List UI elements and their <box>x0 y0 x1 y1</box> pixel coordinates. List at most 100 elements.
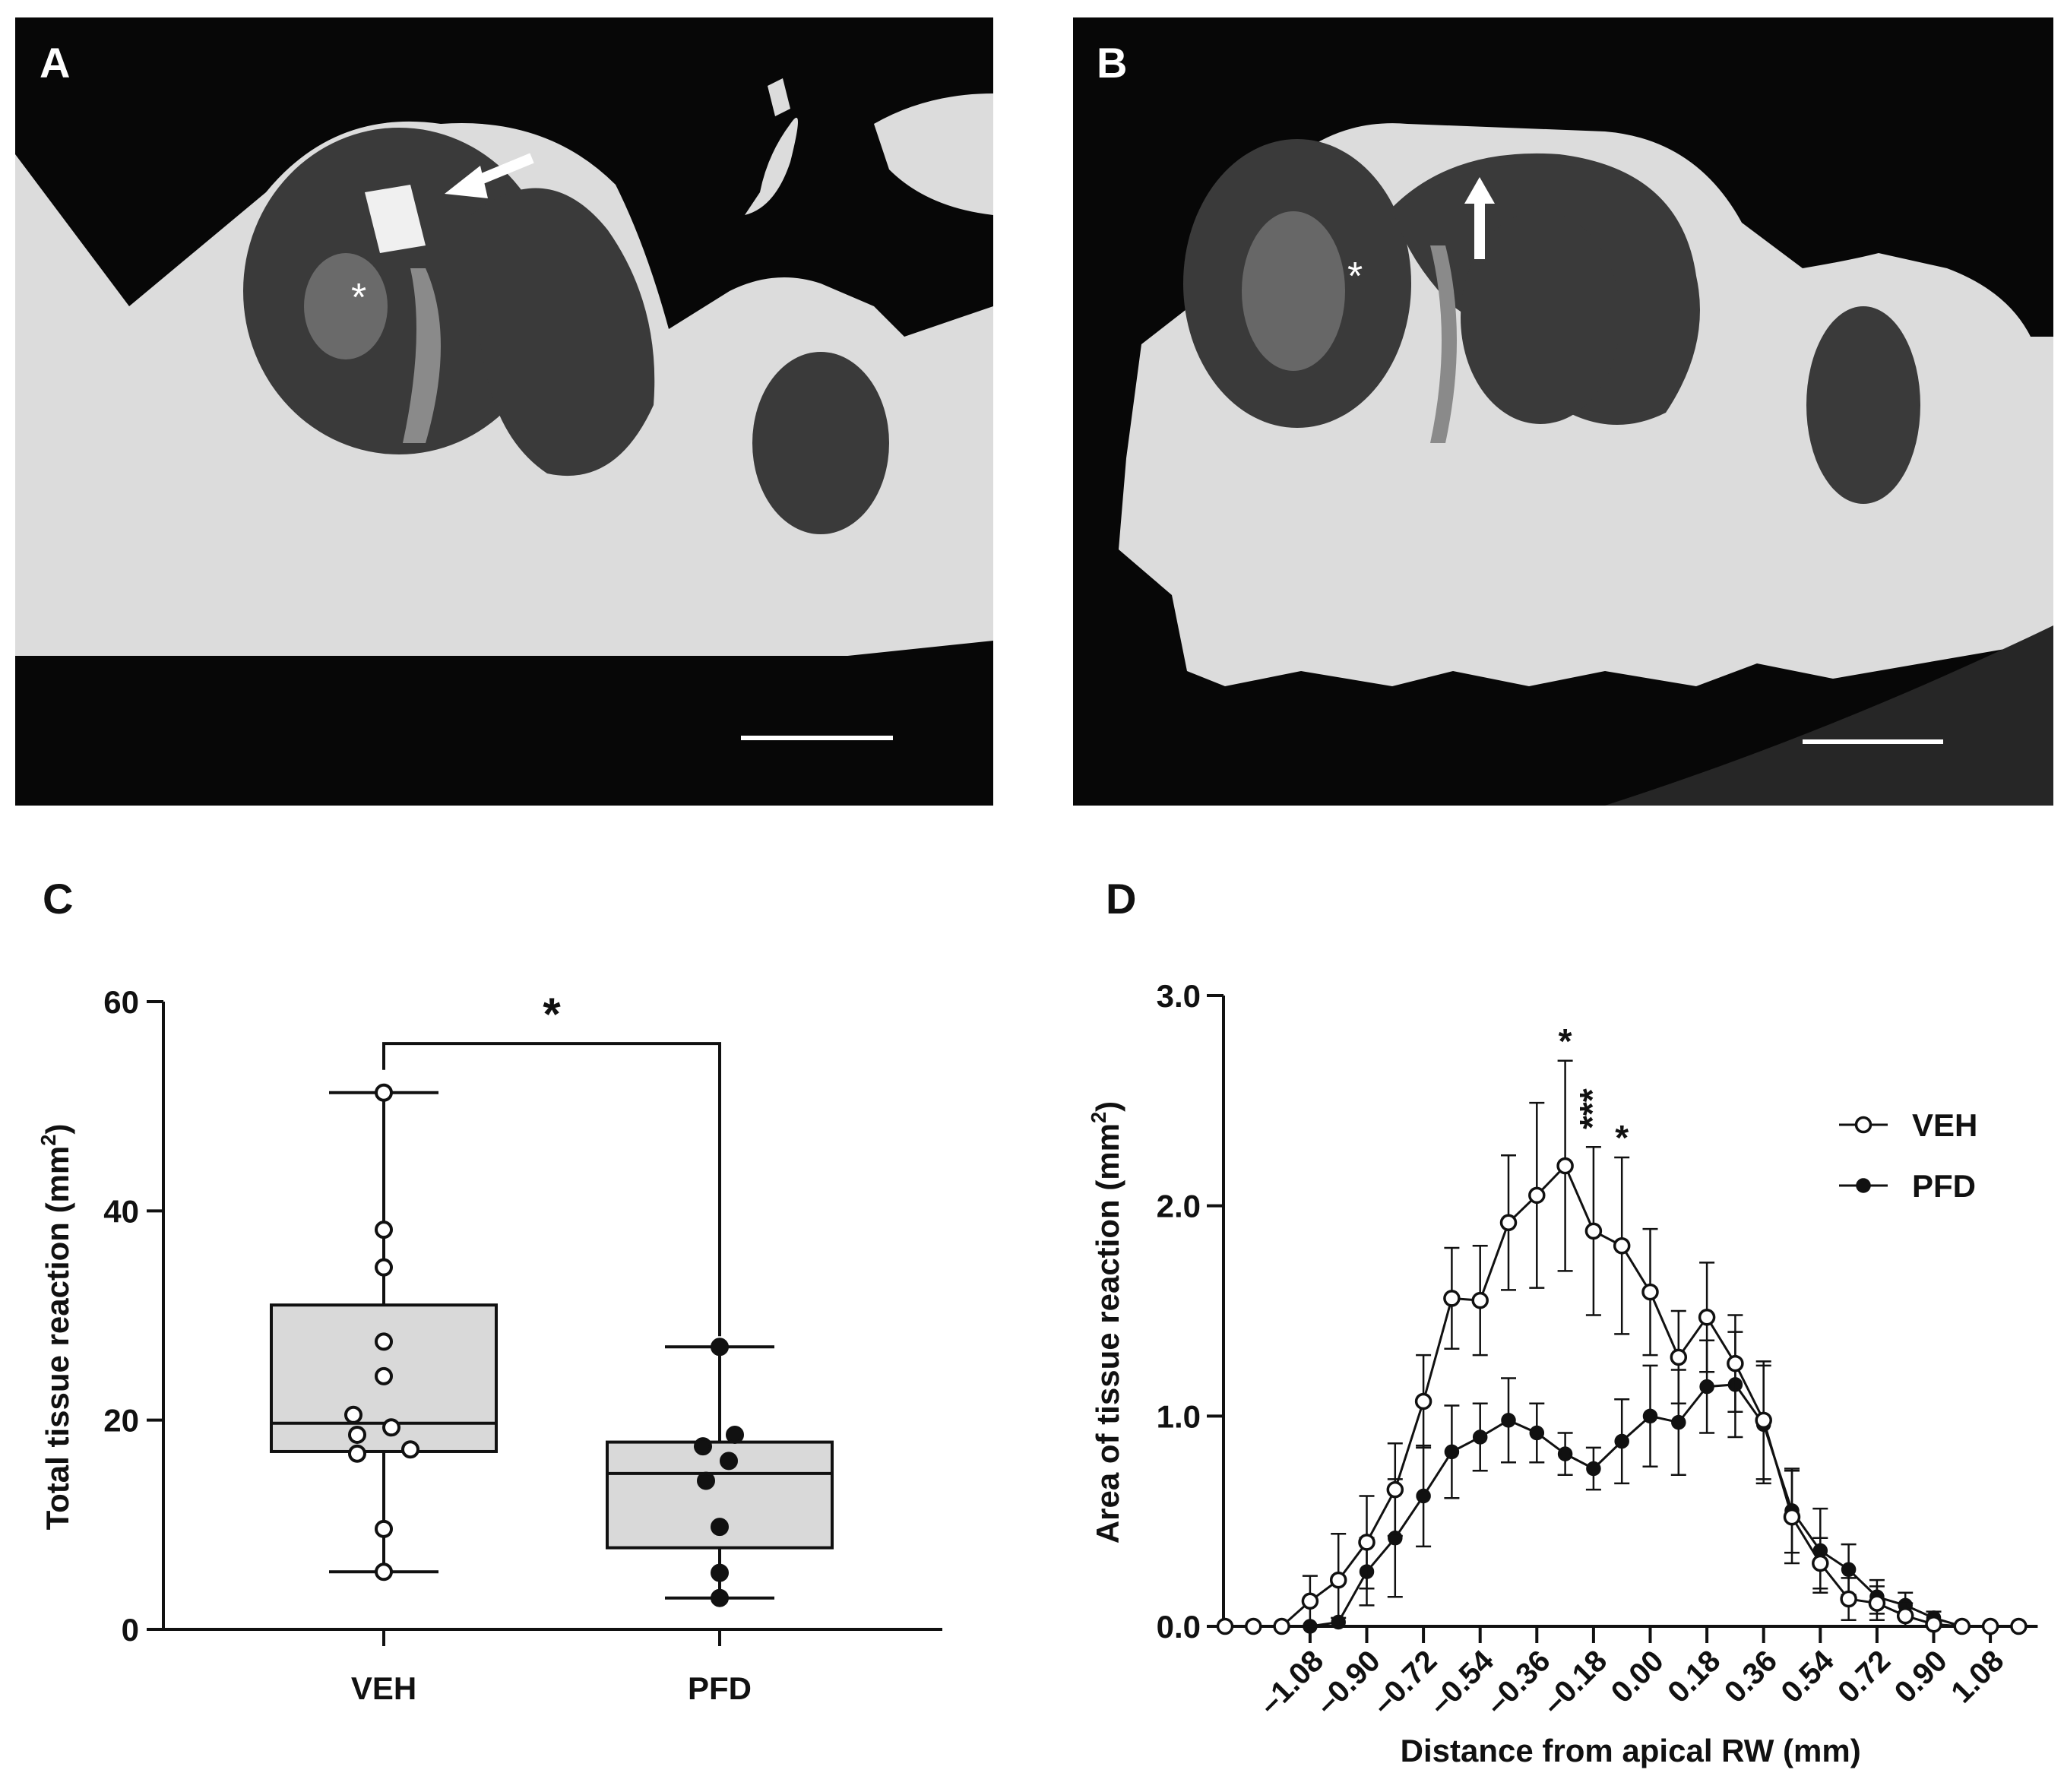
c-data-point-veh <box>382 1418 400 1437</box>
d-x-tick-label: –1.08 <box>1252 1644 1330 1721</box>
d-data-point-veh <box>1414 1392 1432 1410</box>
c-data-point-veh <box>375 1519 393 1538</box>
d-data-point-veh <box>1329 1571 1347 1589</box>
c-y-tick-label: 20 <box>103 1403 139 1439</box>
d-data-point-veh <box>1499 1214 1518 1232</box>
scale-bar <box>741 736 893 740</box>
panel-b-image <box>1073 17 2053 806</box>
c-data-point-veh <box>344 1405 362 1424</box>
c-data-point-veh <box>375 1562 393 1581</box>
c-data-point-pfd <box>697 1471 715 1490</box>
d-y-tick-label: 3.0 <box>1157 978 1201 1014</box>
d-data-point-veh <box>1698 1309 1716 1326</box>
d-x-tick-label: 1.08 <box>1945 1644 2010 1709</box>
d-x-axis-label: Distance from apical RW (mm) <box>1401 1733 1861 1768</box>
panel-b-marker: * <box>1347 255 1363 299</box>
d-data-point-veh <box>1953 1617 1971 1635</box>
panel-c-letter: C <box>43 875 74 923</box>
d-data-point-pfd <box>1472 1429 1488 1445</box>
d-data-point-veh <box>1273 1617 1290 1635</box>
d-data-point-veh <box>1584 1222 1603 1240</box>
d-significance-label: * <box>1615 1118 1629 1157</box>
panel-a-letter: A <box>40 39 71 87</box>
d-data-point-veh <box>1670 1348 1688 1366</box>
c-significance-bracket <box>382 1042 721 1337</box>
c-x-tick-label: PFD <box>688 1670 752 1706</box>
d-data-point-veh <box>1925 1615 1942 1633</box>
d-data-point-veh <box>1386 1480 1404 1499</box>
d-legend-marker-pfd <box>1856 1178 1871 1193</box>
d-data-point-veh <box>1783 1508 1801 1526</box>
panel-a-scan <box>15 78 993 806</box>
d-data-point-veh <box>1528 1186 1546 1205</box>
d-data-point-pfd <box>1614 1433 1629 1449</box>
d-data-point-veh <box>1613 1236 1631 1255</box>
d-data-point-veh <box>1981 1617 1999 1635</box>
c-data-point-pfd <box>711 1588 729 1607</box>
d-data-point-pfd <box>1642 1408 1658 1424</box>
d-x-tick-label: 0.36 <box>1718 1644 1784 1709</box>
c-data-point-veh <box>375 1332 393 1351</box>
d-data-point-veh <box>1840 1590 1857 1608</box>
d-data-point-pfd <box>1586 1461 1601 1477</box>
arrow-icon <box>1464 177 1495 259</box>
d-data-point-pfd <box>1557 1446 1573 1461</box>
panel-a-marker: * <box>351 276 367 320</box>
c-data-point-pfd <box>711 1338 729 1357</box>
d-data-point-veh <box>1471 1291 1489 1309</box>
panel-b-letter: B <box>1097 39 1128 87</box>
c-data-point-veh <box>348 1444 366 1463</box>
d-data-point-veh <box>1755 1411 1772 1429</box>
d-significance-label: *** <box>1572 1088 1612 1129</box>
d-y-tick-label: 1.0 <box>1157 1398 1201 1434</box>
d-y-tick-label: 2.0 <box>1157 1189 1201 1224</box>
d-data-point-veh <box>1443 1290 1461 1307</box>
d-data-point-veh <box>1245 1617 1262 1635</box>
d-y-axis-label: Area of tissue reaction (mm2) <box>1087 1101 1125 1543</box>
d-y-tick-label: 0.0 <box>1157 1609 1201 1645</box>
c-y-tick-label: 40 <box>103 1193 139 1229</box>
d-data-point-veh <box>1301 1592 1319 1610</box>
d-x-tick-label: –0.36 <box>1480 1644 1557 1721</box>
d-data-point-pfd <box>1671 1414 1686 1430</box>
c-data-point-veh <box>375 1366 393 1385</box>
d-x-tick-label: 0.72 <box>1831 1644 1897 1709</box>
d-legend-marker-veh <box>1854 1116 1872 1134</box>
d-x-tick-label: –0.90 <box>1309 1644 1387 1721</box>
c-data-point-pfd <box>711 1563 729 1582</box>
c-data-point-pfd <box>720 1452 738 1471</box>
d-data-point-pfd <box>1416 1488 1431 1504</box>
c-data-point-veh <box>375 1083 393 1102</box>
c-data-point-pfd <box>726 1425 744 1444</box>
d-data-point-veh <box>1358 1534 1375 1551</box>
c-x-tick-label: VEH <box>351 1670 416 1706</box>
d-data-point-pfd <box>1501 1413 1516 1428</box>
c-y-tick-label: 60 <box>103 984 139 1020</box>
c-data-point-veh <box>401 1440 419 1459</box>
panel-b-scan <box>1119 123 2053 806</box>
d-x-tick-label: –0.18 <box>1536 1644 1613 1721</box>
c-data-point-veh <box>348 1425 366 1444</box>
d-x-tick-label: 0.00 <box>1605 1644 1670 1709</box>
d-data-point-veh <box>1896 1607 1914 1625</box>
d-data-point-pfd <box>1529 1425 1545 1441</box>
d-data-point-veh <box>1868 1594 1886 1612</box>
scale-bar <box>1803 739 1943 744</box>
d-x-tick-label: –0.54 <box>1423 1644 1500 1721</box>
d-x-tick-label: 0.18 <box>1661 1644 1727 1709</box>
d-legend-label-pfd: PFD <box>1912 1168 1976 1204</box>
d-significance-label: * <box>1559 1021 1572 1061</box>
d-data-point-veh <box>2010 1617 2028 1635</box>
c-y-axis-label: Total tissue reaction (mm2) <box>36 1124 75 1531</box>
c-significance-label: * <box>543 989 561 1040</box>
panel-d-letter: D <box>1106 875 1137 923</box>
d-data-point-pfd <box>1699 1379 1714 1395</box>
d-x-tick-label: 0.54 <box>1774 1644 1841 1710</box>
d-legend-label-veh: VEH <box>1912 1107 1977 1143</box>
c-y-tick-label: 0 <box>122 1612 139 1648</box>
d-data-point-veh <box>1641 1283 1659 1301</box>
d-data-point-veh <box>1812 1554 1829 1572</box>
c-data-point-pfd <box>711 1518 729 1537</box>
d-data-point-pfd <box>1444 1444 1460 1460</box>
arrow-icon <box>445 153 534 198</box>
